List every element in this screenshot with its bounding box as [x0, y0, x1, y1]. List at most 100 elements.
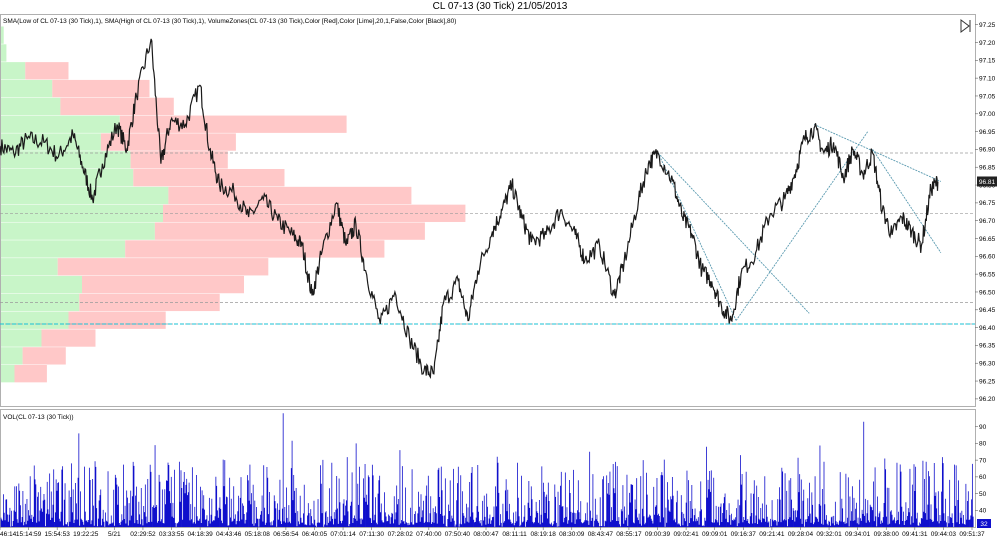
time-tick-label: 07:28:02: [388, 531, 414, 538]
time-tick-label: 07:40:00: [416, 531, 442, 538]
zone-buy-bar: [1, 329, 42, 347]
volume-tick-label: 60: [979, 474, 987, 481]
trendline: [872, 149, 942, 254]
time-tick-label: 08:43:47: [588, 531, 614, 538]
chart-trader-icon[interactable]: [960, 19, 971, 33]
price-tick-label: 97.00: [979, 111, 996, 118]
price-tick-label: 97.25: [979, 22, 996, 29]
zone-buy-bar: [1, 365, 15, 383]
time-tick-label: 08:55:17: [616, 531, 642, 538]
time-tick-label: 09:09:01: [702, 531, 728, 538]
last-volume-label: 32: [980, 521, 988, 528]
price-tick-label: 96.25: [979, 378, 996, 385]
volume-tick-label: 70: [979, 457, 987, 464]
last-price-label: 96.81: [979, 179, 996, 186]
chart-title: CL 07-13 (30 Tick) 21/05/2013: [432, 1, 568, 12]
volume-tick-label: 40: [979, 508, 987, 515]
zone-sell-bar: [79, 293, 220, 312]
price-tick-label: 96.35: [979, 343, 996, 350]
volume-panel-frame: [0, 409, 976, 528]
time-tick-label: 03:33:55: [159, 531, 185, 538]
time-tick-label: 15:14:59: [16, 531, 42, 538]
price-tick-label: 97.05: [979, 93, 996, 100]
volume-tick-label: 50: [979, 491, 987, 498]
trendline: [657, 152, 810, 314]
price-tick-label: 96.60: [979, 254, 996, 261]
time-tick-label: 07:11:30: [359, 531, 384, 538]
zone-buy-bar: [1, 97, 61, 116]
price-tick-label: 96.70: [979, 218, 996, 225]
price-tick-label: 96.65: [979, 236, 996, 243]
time-tick-label: 46:14: [0, 531, 17, 538]
price-panel-frame: [0, 14, 976, 407]
volume-panel-label: VOL(CL 07-13 (30 Tick)): [3, 414, 74, 421]
zone-sell-bar: [22, 347, 66, 365]
volume-bars: [0, 413, 974, 527]
price-tick-label: 97.15: [979, 58, 996, 65]
price-axis: 97.25 97.20 97.15 97.10 97.05 97.00 96.95 96.90…: [975, 22, 996, 403]
time-tick-label: 09:02:41: [673, 531, 699, 538]
time-tick-label: 08:30:09: [559, 531, 585, 538]
price-tick-label: 96.20: [979, 396, 996, 403]
time-tick-label: 08:19:18: [531, 531, 557, 538]
time-tick-label: 07:50:40: [445, 531, 471, 538]
time-tick-label: 09:51:37: [959, 531, 985, 538]
price-tick-label: 97.20: [979, 40, 996, 47]
zone-sell-bar: [57, 258, 269, 276]
time-tick-label: 09:41:31: [902, 531, 928, 538]
time-tick-label: 09:00:39: [645, 531, 671, 538]
zone-sell-bar: [133, 169, 285, 187]
zone-sell-bar: [52, 79, 150, 98]
zone-buy-bar: [1, 275, 82, 294]
price-tick-label: 96.50: [979, 289, 996, 296]
price-tick-label: 96.45: [979, 307, 996, 314]
zone-buy-bar: [1, 133, 101, 151]
time-tick-label: 07:01:14: [330, 531, 356, 538]
time-tick-label: 5/21: [108, 531, 121, 538]
time-tick-label: 06:40:05: [302, 531, 328, 538]
price-series-line: [0, 38, 939, 379]
price-levels: [0, 152, 975, 325]
indicator-label: SMA(Low of CL 07-13 (30 Tick),1), SMA(Hi…: [3, 18, 456, 25]
time-tick-label: 09:44:03: [931, 531, 957, 538]
time-tick-label: 02:29:52: [130, 531, 156, 538]
zone-sell-bar: [168, 186, 412, 205]
last-price-marker: 96.81: [977, 176, 997, 187]
time-tick-label: 09:21:41: [759, 531, 785, 538]
time-tick-label: 06:56:54: [273, 531, 299, 538]
time-tick-label: 15:54:53: [45, 531, 71, 538]
time-tick-label: 09:16:37: [731, 531, 757, 538]
last-volume-marker: 32: [977, 519, 991, 528]
zone-buy-bar: [1, 186, 169, 205]
zone-buy-bar: [1, 258, 58, 276]
zone-buy-bar: [1, 44, 7, 62]
zone-sell-bar: [82, 275, 244, 294]
zone-buy-bar: [1, 115, 120, 133]
time-tick-label: 09:32:01: [816, 531, 842, 538]
price-tick-label: 96.30: [979, 361, 996, 368]
volume-axis: 90 80 70 60 50 40: [975, 424, 987, 515]
zone-sell-bar: [68, 311, 166, 329]
price-tick-label: 96.90: [979, 147, 996, 154]
price-tick-label: 96.85: [979, 165, 996, 172]
zone-sell-bar: [25, 62, 69, 80]
time-tick-label: 04:43:46: [216, 531, 242, 538]
zone-buy-bar: [1, 240, 126, 258]
time-tick-label: 08:00:47: [473, 531, 499, 538]
zone-sell-bar: [14, 365, 47, 383]
time-tick-label: 09:34:01: [845, 531, 871, 538]
zone-buy-bar: [1, 151, 131, 169]
zone-sell-bar: [119, 115, 347, 133]
zone-sell-bar: [130, 151, 228, 169]
time-tick-label: 05:18:08: [245, 531, 271, 538]
price-tick-label: 96.40: [979, 325, 996, 332]
zone-buy-bar: [1, 311, 69, 329]
price-tick-label: 97.10: [979, 75, 996, 82]
volume-zones: [1, 26, 466, 383]
time-tick-label: 04:18:39: [187, 531, 213, 538]
time-tick-label: 09:38:00: [874, 531, 900, 538]
zone-buy-bar: [1, 169, 134, 187]
zone-buy-bar: [1, 222, 155, 240]
volume-bar-group: [0, 413, 974, 527]
